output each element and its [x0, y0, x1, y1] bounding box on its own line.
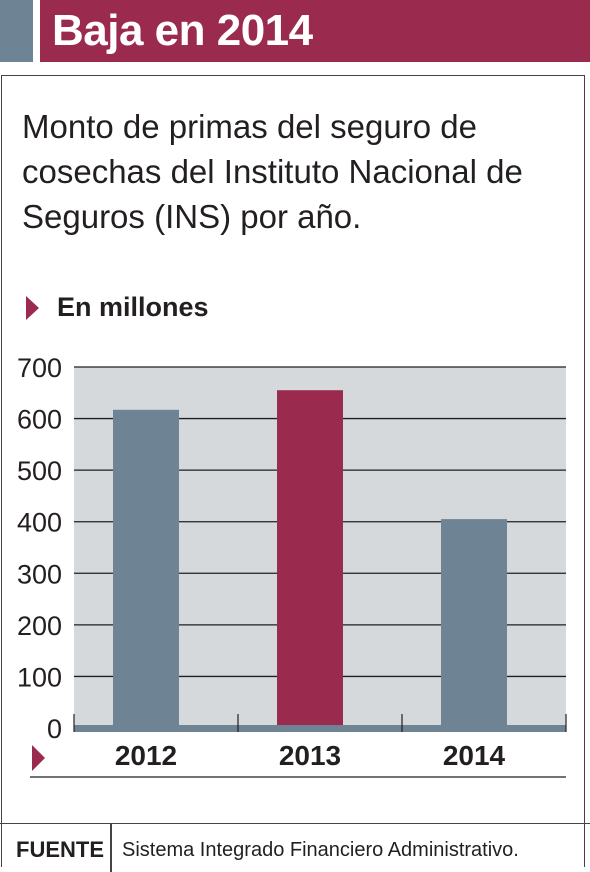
x-tick-label: 2013	[279, 740, 341, 771]
bar	[113, 409, 179, 728]
unit-row: En millones	[26, 292, 209, 323]
y-tick-label: 700	[17, 353, 62, 383]
chart-headline: Baja en 2014	[52, 6, 313, 55]
source-divider	[110, 824, 112, 872]
y-tick-label: 600	[17, 405, 62, 435]
y-tick-label: 200	[17, 611, 62, 641]
y-tick-label: 300	[17, 559, 62, 589]
y-tick-label: 400	[17, 508, 62, 538]
triangle-marker-icon	[32, 745, 45, 771]
x-axis-baseline	[74, 725, 566, 732]
x-tick-label: 2014	[443, 740, 506, 771]
header-bar: Baja en 2014	[40, 0, 590, 62]
chart-subtitle: Monto de primas del seguro de cosechas d…	[22, 108, 523, 235]
source-label: FUENTE	[16, 837, 104, 862]
header-accent-square	[0, 0, 33, 62]
bar	[441, 519, 507, 728]
source-row: FUENTE Sistema Integrado Financiero Admi…	[0, 823, 590, 872]
y-tick-label: 0	[47, 714, 62, 744]
triangle-marker-icon	[26, 295, 39, 320]
unit-label: En millones	[57, 292, 209, 322]
bar-chart: 0 100 200 300 400 500 600 700 2012 2013 2014	[17, 353, 567, 778]
y-tick-label: 500	[17, 456, 62, 486]
bar	[277, 390, 343, 728]
chart-frame	[1, 75, 585, 867]
source-text: Sistema Integrado Financiero Administrat…	[122, 839, 519, 861]
x-tick-label: 2012	[115, 740, 177, 771]
y-tick-label: 100	[17, 662, 62, 692]
